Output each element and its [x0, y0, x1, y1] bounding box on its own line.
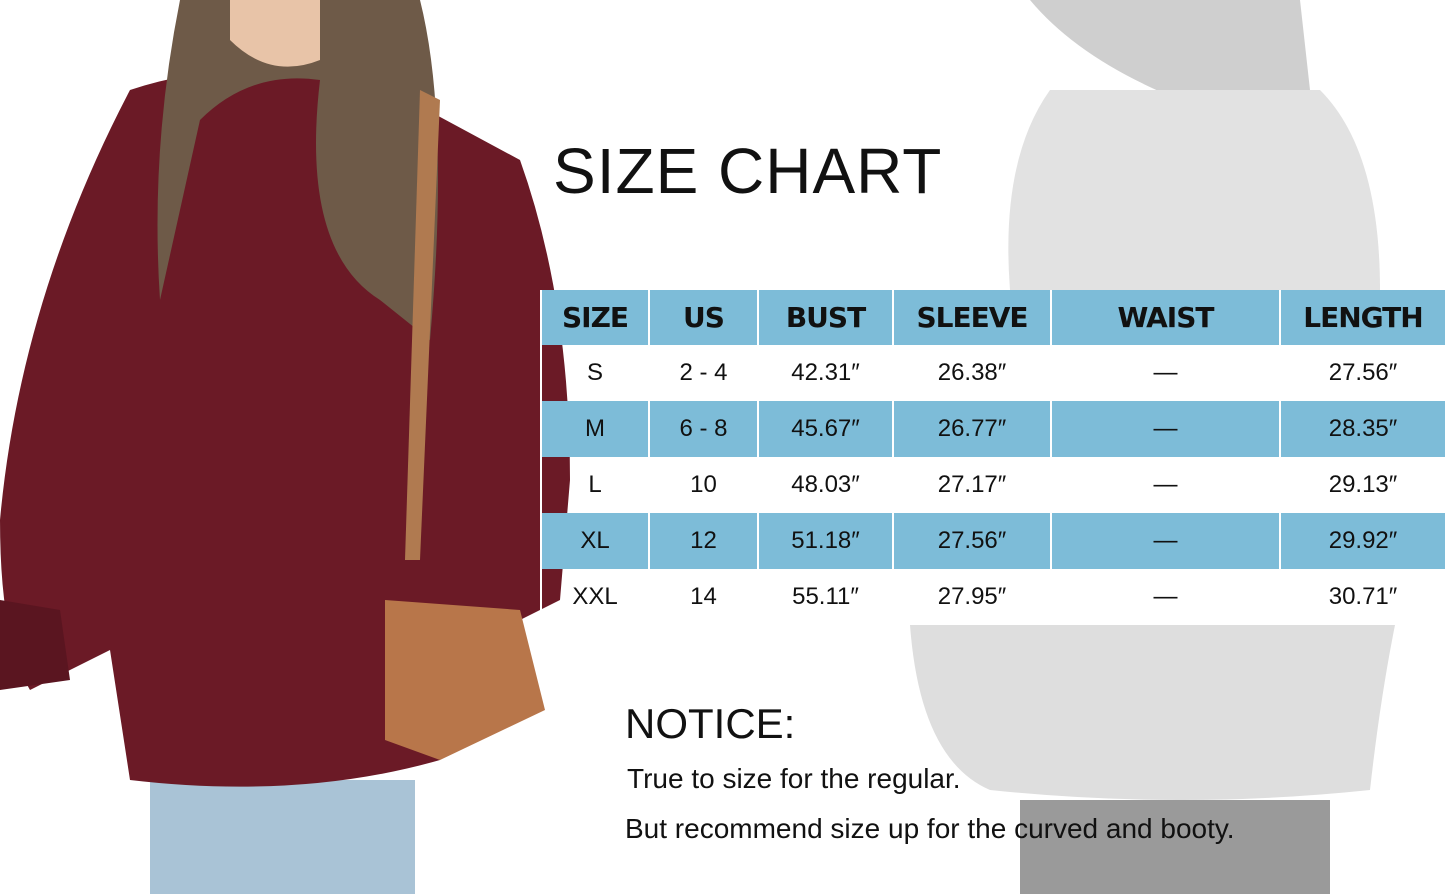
table-cell: 26.77″: [892, 401, 1052, 457]
header-waist: WAIST: [1050, 290, 1281, 345]
table-cell: 27.56″: [1279, 345, 1445, 401]
table-cell: —: [1050, 345, 1281, 401]
table-cell: 14: [648, 569, 759, 625]
table-cell: 6 - 8: [648, 401, 759, 457]
table-row: XL 12 51.18″ 27.56″ —29.92″: [540, 513, 1445, 569]
table-cell: 42.31″: [757, 345, 894, 401]
notice-line-1: True to size for the regular.: [627, 763, 961, 794]
model-photo-gray-sweater: [910, 0, 1395, 894]
table-row: L 10 48.03″ 27.17″ —29.13″: [540, 457, 1445, 513]
table-cell: —: [1050, 569, 1281, 625]
table-cell: 45.67″: [757, 401, 894, 457]
table-cell: 12: [648, 513, 759, 569]
header-length: LENGTH: [1279, 290, 1445, 345]
table-header-row: SIZE US BUST SLEEVE WAIST LENGTH: [540, 290, 1445, 345]
table-cell: 27.95″: [892, 569, 1052, 625]
table-cell: S: [540, 345, 650, 401]
header-sleeve: SLEEVE: [892, 290, 1052, 345]
header-bust: BUST: [757, 290, 894, 345]
table-cell: 27.56″: [892, 513, 1052, 569]
table-cell: L: [540, 457, 650, 513]
table-cell: 26.38″: [892, 345, 1052, 401]
page-title: SIZE CHART: [553, 135, 943, 207]
table-cell: XL: [540, 513, 650, 569]
table-cell: 10: [648, 457, 759, 513]
table-cell: —: [1050, 513, 1281, 569]
table-cell: 28.35″: [1279, 401, 1445, 457]
table-cell: M: [540, 401, 650, 457]
table-cell: 2 - 4: [648, 345, 759, 401]
table-cell: 27.17″: [892, 457, 1052, 513]
table-cell: 30.71″: [1279, 569, 1445, 625]
table-cell: 29.13″: [1279, 457, 1445, 513]
notice-heading: NOTICE:: [625, 700, 796, 747]
notice-line-2: But recommend size up for the curved and…: [625, 813, 1235, 844]
table-row: XXL 14 55.11″ 27.95″ —30.71″: [540, 569, 1445, 625]
table-cell: 29.92″: [1279, 513, 1445, 569]
table-cell: XXL: [540, 569, 650, 625]
table-cell: —: [1050, 401, 1281, 457]
header-us: US: [648, 290, 759, 345]
table-cell: 55.11″: [757, 569, 894, 625]
table-cell: 51.18″: [757, 513, 894, 569]
table-cell: 48.03″: [757, 457, 894, 513]
header-size: SIZE: [540, 290, 650, 345]
model-photo-burgundy-sweater: [0, 0, 570, 894]
table-cell: —: [1050, 457, 1281, 513]
